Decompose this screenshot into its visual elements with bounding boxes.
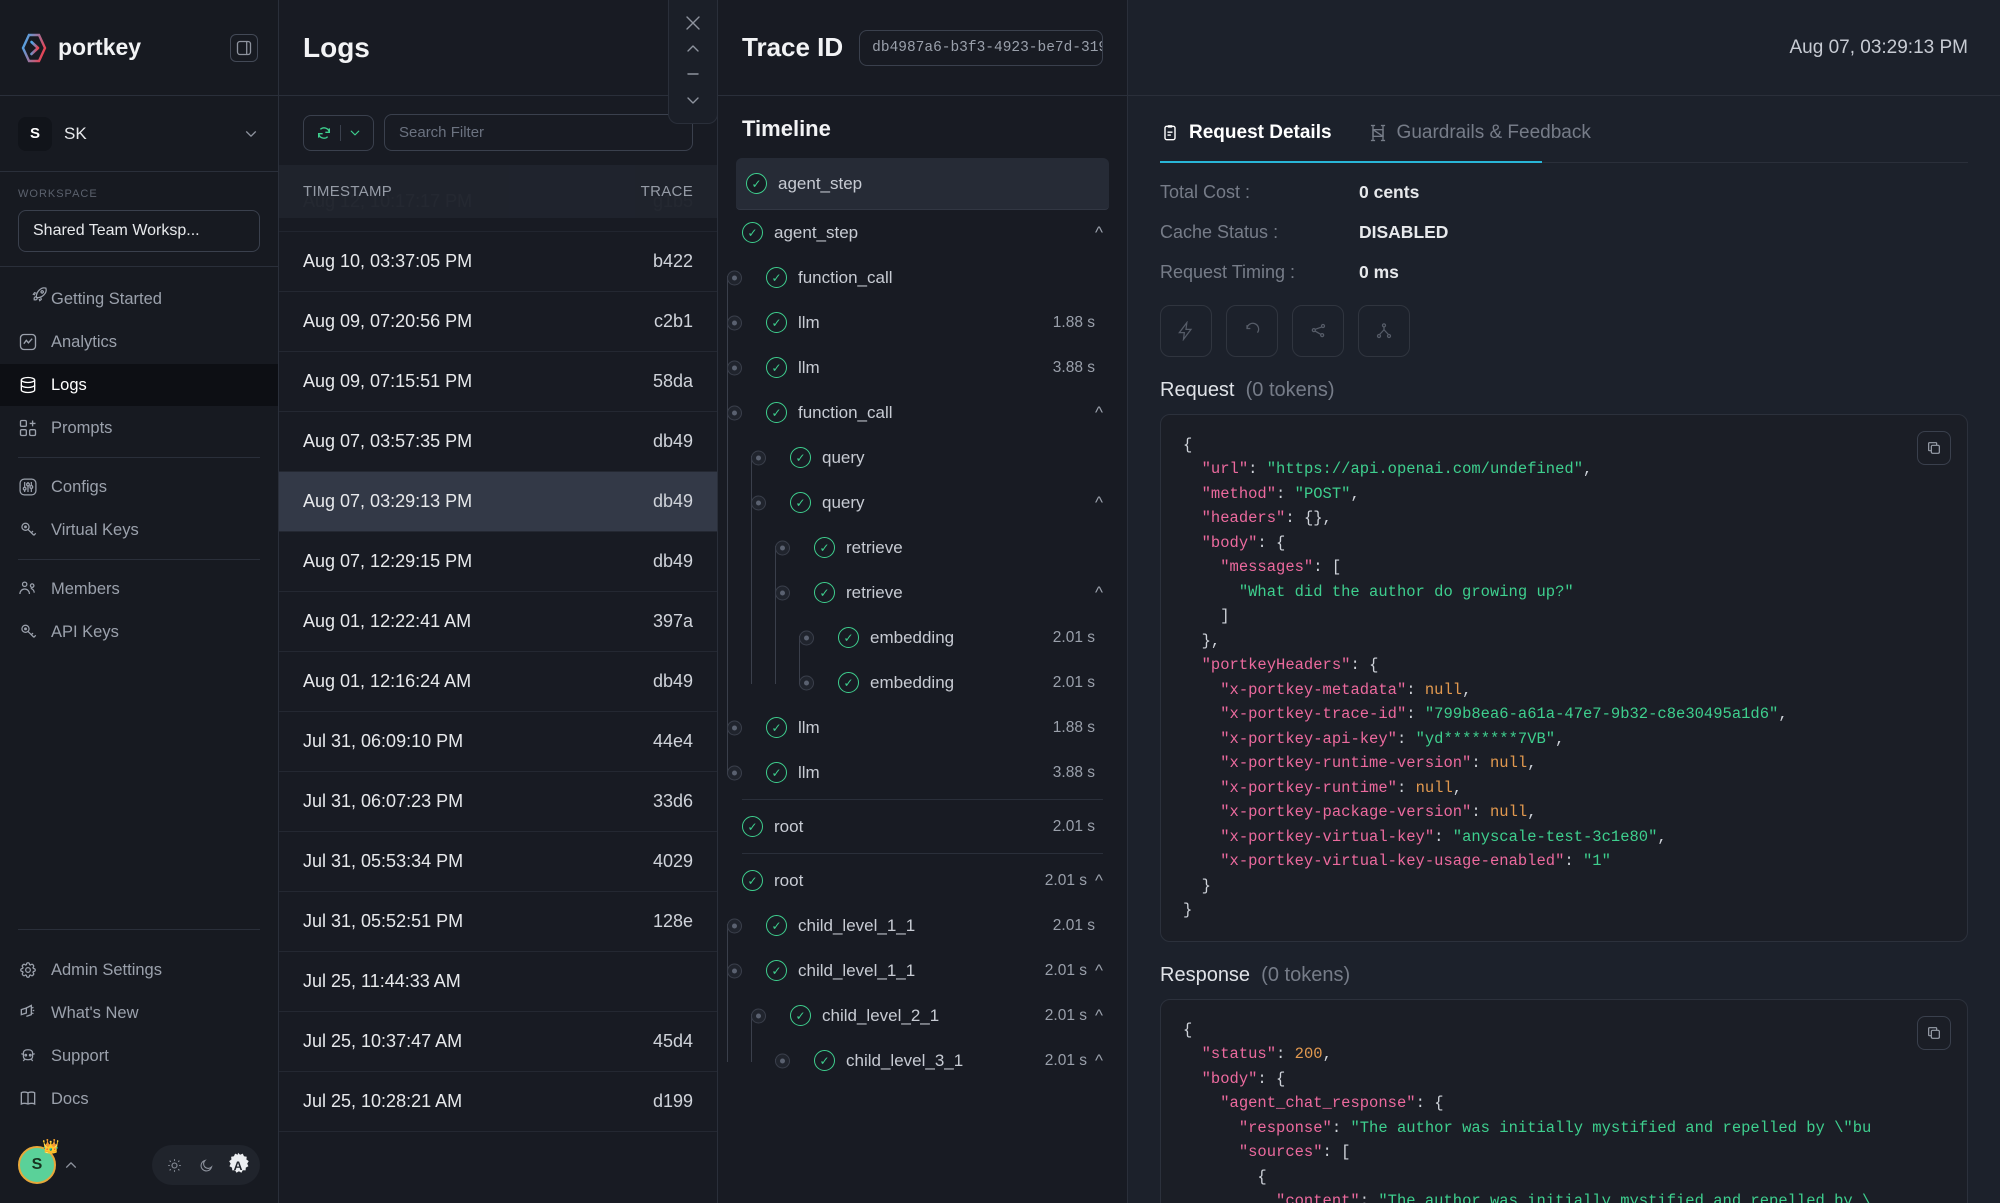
svg-text:A: A bbox=[234, 1159, 243, 1173]
